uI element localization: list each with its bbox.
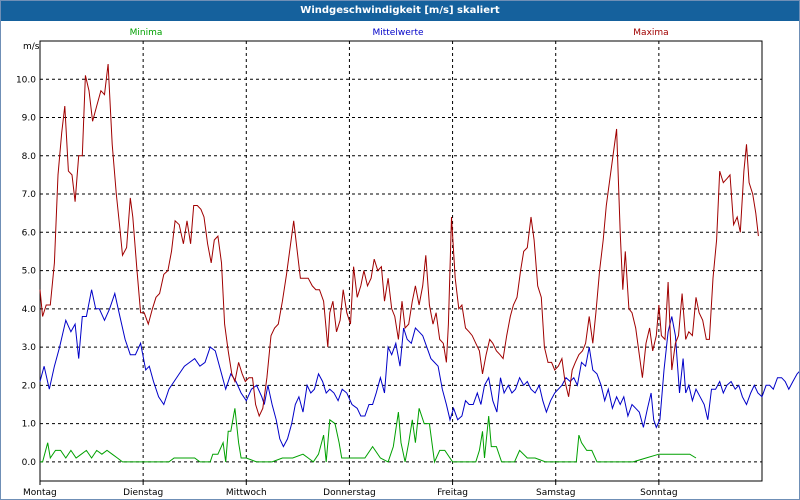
x-tick-day-label: Dienstag <box>123 488 163 498</box>
x-tick-day-label: Mittwoch <box>226 488 267 498</box>
x-tick-day-label: Montag <box>23 488 57 498</box>
plot-area <box>39 40 763 482</box>
wind-speed-chart: Minima Mittelwerte Maxima m/s 10.0 9.0 8.0… <box>16 28 799 498</box>
window-title: Windgeschwindigkeit [m/s] skaliert <box>1 1 799 21</box>
chart-legend: Minima Mittelwerte Maxima <box>130 28 669 38</box>
y-tick-label: 10.0 <box>16 75 36 85</box>
x-tick-day-label: Freitag <box>437 488 468 498</box>
y-tick-label: 1.0 <box>22 420 37 430</box>
y-tick-label: 3.0 <box>22 343 37 353</box>
y-tick-label: 7.0 <box>22 190 37 200</box>
x-tick-day-label: Sonntag <box>640 488 677 498</box>
x-axis-ticks: Montag13.04.20Dienstag14.04.20Mittwoch15… <box>23 481 678 498</box>
y-axis-ticks: 10.0 9.0 8.0 7.0 6.0 5.0 4.0 3.0 2.0 1.0 0.0 <box>16 75 36 468</box>
x-tick-day-label: Samstag <box>536 488 575 498</box>
y-tick-label: 5.0 <box>22 267 37 277</box>
y-tick-label: 9.0 <box>22 114 37 124</box>
legend-minima: Minima <box>130 28 163 38</box>
y-tick-label: 8.0 <box>22 152 37 162</box>
x-tick-day-label: Donnerstag <box>323 488 376 498</box>
y-axis-unit-label: m/s <box>23 42 40 52</box>
legend-mittelwerte: Mittelwerte <box>372 28 423 38</box>
y-tick-label: 6.0 <box>22 228 37 238</box>
y-tick-label: 4.0 <box>22 305 37 315</box>
grid-lines <box>40 41 762 481</box>
mittelwerte-series-line <box>39 289 799 448</box>
y-tick-label: 2.0 <box>22 381 37 391</box>
minima-series-line <box>40 408 697 464</box>
maxima-series-line <box>39 63 759 418</box>
y-tick-label: 0.0 <box>22 458 37 468</box>
series-lines <box>39 63 799 464</box>
legend-maxima: Maxima <box>633 28 668 38</box>
